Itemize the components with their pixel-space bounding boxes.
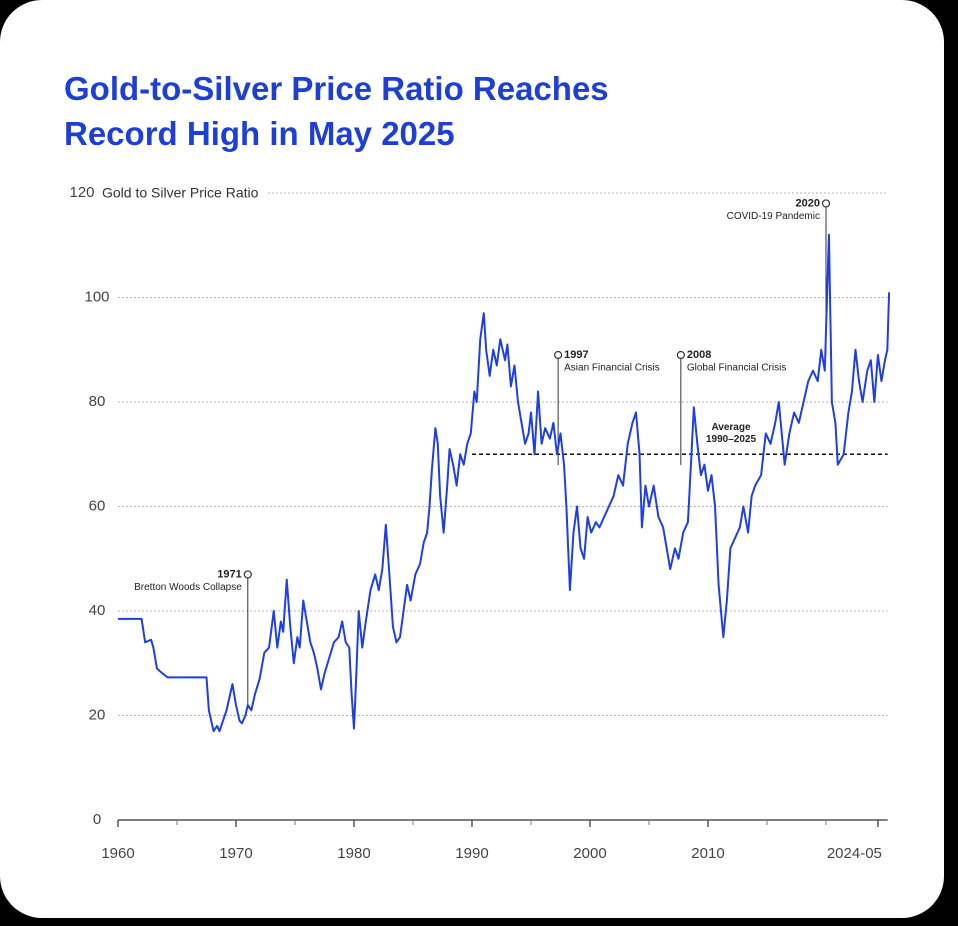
y-tick-label: 80 (89, 393, 106, 410)
card (0, 0, 944, 918)
annotation-text: Asian Financial Crisis (564, 363, 660, 374)
annotation-text: COVID-19 Pandemic (727, 211, 820, 222)
chart-title: Gold-to-Silver Price Ratio Reaches (64, 70, 609, 107)
annotation-year: 1997 (564, 349, 588, 361)
annotation-year: 2008 (687, 349, 711, 361)
annotation-marker (243, 570, 252, 579)
annotation-marker (821, 199, 831, 208)
x-tick-label: 1970 (219, 845, 252, 862)
y-tick-label: 120 (69, 184, 94, 201)
y-tick-label: 0 (93, 811, 101, 828)
annotation-marker (676, 350, 685, 360)
x-tick-label: 2000 (573, 845, 606, 862)
y-tick-label: 20 (89, 706, 106, 723)
x-tick-label: 2010 (691, 845, 724, 862)
y-tick-label: 100 (84, 288, 109, 305)
average-label: Average (711, 422, 751, 433)
x-tick-label: 1980 (337, 845, 370, 862)
annotation-text: Bretton Woods Collapse (134, 582, 242, 593)
y-axis-label: Gold to Silver Price Ratio (102, 185, 259, 201)
average-label: 1990–2025 (706, 434, 756, 445)
x-tick-label: 2024-05 (827, 845, 882, 862)
y-tick-label: 60 (89, 497, 106, 514)
x-tick-label: 1960 (101, 845, 134, 862)
chart-title: Record High in May 2025 (64, 115, 455, 152)
annotation-text: Global Financial Crisis (687, 363, 786, 374)
annotation-year: 1971 (217, 568, 241, 580)
annotation-year: 2020 (795, 197, 819, 209)
y-tick-label: 40 (89, 602, 106, 619)
annotation-marker (554, 350, 563, 360)
x-tick-label: 1990 (455, 845, 488, 862)
data-line (118, 233, 891, 733)
